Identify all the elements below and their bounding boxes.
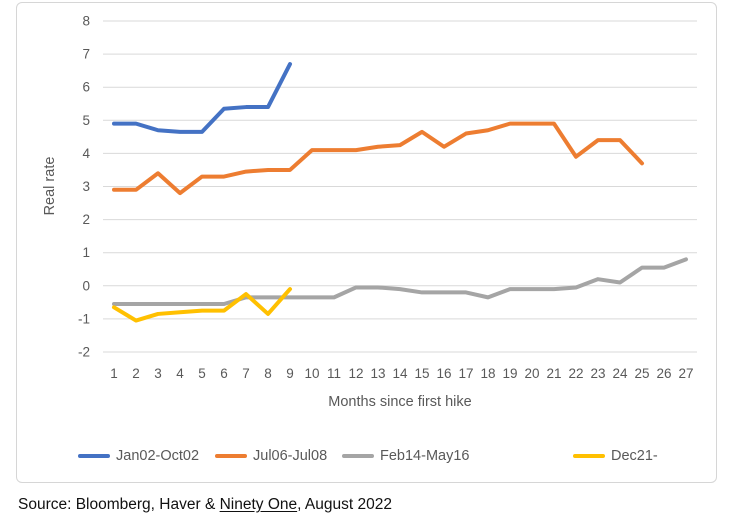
x-tick-label: 4: [176, 366, 184, 381]
x-tick-label: 6: [220, 366, 228, 381]
series-line-jul06-jul08: [112, 121, 644, 196]
x-tick-label: 26: [656, 366, 671, 381]
y-tick-label: 0: [82, 278, 90, 293]
source-text-prefix: Source: Bloomberg, Haver &: [18, 496, 220, 513]
y-tick-label: 6: [82, 80, 90, 95]
legend-item-jul06-jul08: Jul06-Jul08: [215, 448, 327, 464]
source-link-ninety-one[interactable]: Ninety One: [219, 496, 298, 513]
x-tick-label: 18: [480, 366, 495, 381]
source-attribution: Source: Bloomberg, Haver & Ninety One, A…: [18, 496, 392, 514]
x-tick-label: 8: [264, 366, 272, 381]
x-tick-label: 1: [110, 366, 118, 381]
y-tick-label: 2: [82, 212, 90, 227]
x-tick-label: 7: [242, 366, 250, 381]
x-tick-label: 3: [154, 366, 162, 381]
y-tick-label: -1: [78, 311, 90, 326]
x-tick-label: 11: [327, 366, 341, 381]
x-tick-label: 24: [612, 366, 628, 381]
y-tick-label: 1: [82, 245, 90, 260]
x-tick-label: 5: [198, 366, 206, 381]
x-tick-label: 10: [304, 366, 319, 381]
legend-line-swatch: [342, 453, 374, 459]
y-tick-label: 4: [82, 146, 90, 161]
series-line-dec21: [112, 287, 292, 323]
x-tick-label: 2: [132, 366, 140, 381]
x-tick-label: 13: [370, 366, 385, 381]
y-axis-title: Real rate: [42, 156, 58, 216]
y-tick-label: 3: [82, 179, 90, 194]
x-tick-label: 23: [590, 366, 605, 381]
legend-label: Feb14-May16: [380, 448, 470, 464]
legend-line-swatch: [215, 453, 247, 459]
legend-label: Jan02-Oct02: [116, 448, 200, 464]
x-tick-label: 20: [524, 366, 539, 381]
chart-frame: [16, 2, 717, 483]
x-tick-label: 25: [634, 366, 649, 381]
legend-label: Dec21-: [611, 448, 658, 464]
series-line-jan02-oct02: [112, 62, 292, 134]
legend-line-swatch: [78, 453, 110, 459]
legend-item-dec21: Dec21-: [573, 448, 658, 464]
x-tick-label: 17: [458, 366, 473, 381]
x-tick-label: 16: [436, 366, 451, 381]
series-line-feb14-may16: [112, 257, 688, 307]
x-tick-label: 14: [392, 366, 408, 381]
y-tick-label: -2: [78, 345, 90, 360]
legend-item-jan02-oct02: Jan02-Oct02: [78, 448, 199, 464]
x-tick-label: 27: [678, 366, 693, 381]
y-tick-label: 5: [82, 113, 90, 128]
x-tick-label: 9: [286, 366, 294, 381]
source-text-suffix: , August 2022: [297, 496, 392, 513]
legend-item-feb14-may16: Feb14-May16: [342, 448, 469, 464]
x-tick-label: 22: [568, 366, 583, 381]
legend-line-swatch: [573, 453, 605, 459]
x-tick-label: 12: [348, 366, 363, 381]
x-tick-label: 21: [546, 366, 561, 381]
y-tick-label: 7: [82, 47, 90, 62]
x-axis-title: Months since first hike: [328, 394, 472, 410]
x-tick-label: 15: [414, 366, 429, 381]
legend-label: Jul06-Jul08: [253, 448, 328, 464]
x-tick-label: 19: [502, 366, 517, 381]
y-tick-label: 8: [82, 14, 90, 29]
